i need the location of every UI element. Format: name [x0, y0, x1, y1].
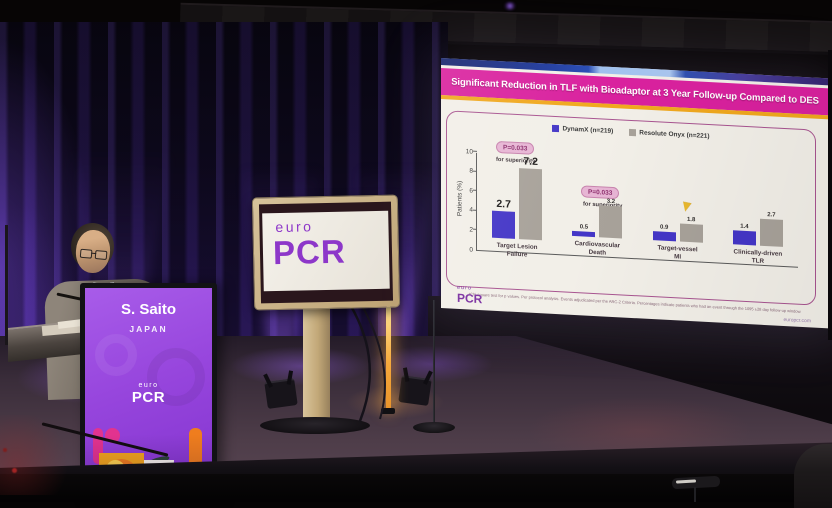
bar-value-label: 2.7 [767, 212, 776, 219]
category-label: Target-vessel MI [657, 244, 698, 261]
monitor-screen: euro PCR [262, 210, 390, 292]
y-tick-label: 4 [469, 206, 473, 214]
led-tube-base [381, 408, 395, 414]
website-url: europcr.com [783, 316, 811, 325]
screen-edge [828, 50, 832, 340]
speaker-country: JAPAN [85, 324, 212, 334]
category-label: Cardiovascular Death [574, 239, 621, 257]
y-tick-label: 2 [469, 226, 473, 234]
bar-resolute-onyx [599, 205, 623, 239]
y-tick-label: 10 [465, 147, 473, 156]
y-tick-mark [473, 229, 477, 231]
branding-shape [93, 428, 103, 464]
monitor-cables [344, 294, 386, 422]
bar-dynamx [732, 230, 756, 246]
red-floor-glow [0, 415, 80, 495]
bar-resolute-onyx [759, 218, 783, 247]
legend-item: DynamX (n=219) [552, 124, 614, 136]
monitor-bezel: euro PCR [258, 201, 394, 304]
watermark-ring [95, 334, 137, 376]
mic-boom-pole [5, 225, 8, 345]
bar-group: 0.9 1.8 Target-vessel MI [638, 161, 718, 263]
bar-value-label: 7.2 [523, 155, 538, 169]
bar-dynamx [652, 230, 676, 241]
bar-group: 1.4 2.7 Clinically-driven TLR [718, 166, 798, 268]
y-tick-mark [473, 189, 477, 192]
stage-lip-microphone-stem [694, 487, 696, 502]
bar-resolute-onyx [519, 168, 543, 240]
y-tick-label: 8 [469, 167, 473, 175]
bar-groups: 2.7 7.2 Target Lesion Failure 0.5 3.2 Cardiova… [477, 153, 798, 268]
indicator-led [3, 448, 7, 452]
bar-value-label: 1.8 [686, 216, 696, 224]
europcr-logo-euro: euro [85, 382, 212, 389]
uplight-fixture [398, 375, 432, 406]
projection-screen-slide: Significant Reduction in TLF with Bioada… [441, 58, 829, 329]
y-tick-label: 6 [469, 187, 473, 195]
bar-resolute-onyx [679, 223, 703, 243]
y-tick-label: 0 [469, 245, 473, 254]
bar-dynamx [492, 210, 516, 239]
legend-label: Resolute Onyx (n=221) [639, 129, 710, 141]
bar-group: 2.7 7.2 Target Lesion Failure [477, 153, 557, 258]
europcr-logo-pcr: PCR [85, 389, 212, 406]
audience-head-silhouette [794, 444, 832, 508]
legend-item: Resolute Onyx (n=221) [629, 128, 710, 141]
monitor-stand-pole [303, 308, 330, 424]
europcr-logo: euro PCR [457, 285, 483, 306]
watermark-ring [147, 348, 205, 406]
microphone-stand-base [413, 422, 455, 433]
y-tick-mark [473, 209, 477, 211]
chart-panel: DynamX (n=219) Resolute Onyx (n=221) P=0… [446, 110, 816, 306]
europcr-logo-pcr: PCR [272, 232, 347, 272]
uplight-fixture [264, 378, 298, 409]
y-tick-mark [473, 150, 477, 152]
warm-led-tube-light [386, 306, 391, 410]
category-label: Clinically-driven TLR [733, 247, 783, 265]
bar-value-label: 3.2 [606, 198, 616, 206]
ceiling-light-glow [503, 2, 517, 10]
monitor-stand-base [260, 417, 370, 434]
chart-plot: 2.7 7.2 Target Lesion Failure 0.5 3.2 Cardiova… [466, 148, 798, 268]
legend-label: DynamX (n=219) [562, 125, 614, 136]
bar-group: 0.5 3.2 Cardiovascular Death [557, 157, 637, 259]
indicator-led [12, 468, 17, 473]
confidence-monitor: euro PCR [251, 194, 401, 311]
y-tick-mark [473, 170, 477, 172]
europcr-logo-pcr: PCR [457, 290, 483, 306]
legend-swatch-dynamx [552, 124, 560, 133]
p-value-badge: P=0.033 [496, 140, 535, 155]
bar-dynamx [572, 230, 596, 237]
bar-value-label: 0.5 [579, 224, 589, 231]
legend-swatch-onyx [629, 128, 637, 137]
bar-value-label: 0.9 [659, 224, 669, 231]
bar-value-label: 1.4 [740, 223, 749, 231]
branding-shape [189, 428, 202, 468]
microphone-stand [433, 300, 435, 428]
bar-value-label: 2.7 [496, 197, 511, 211]
speaker-name: S. Saito [85, 301, 212, 318]
category-label: Target Lesion Failure [496, 241, 538, 259]
